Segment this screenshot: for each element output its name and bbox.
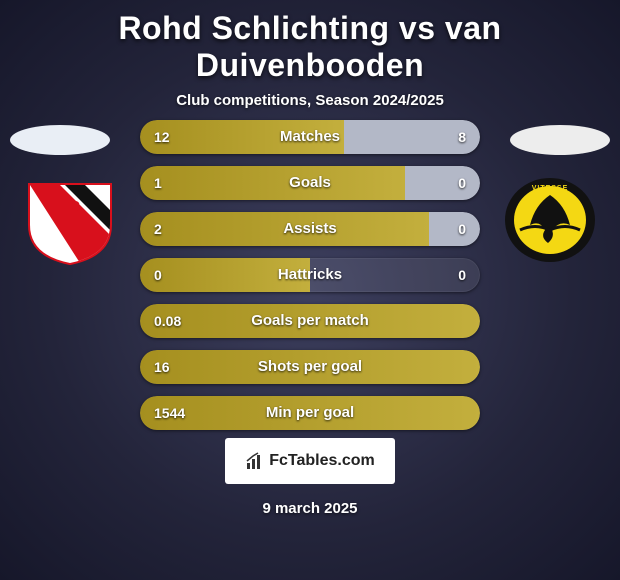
- stat-label: Matches: [140, 120, 480, 154]
- stat-row: 16Shots per goal: [140, 350, 480, 384]
- stat-row: 1544Min per goal: [140, 396, 480, 430]
- club1-crest: FC: [20, 175, 120, 265]
- stat-label: Goals per match: [140, 304, 480, 338]
- stat-label: Hattricks: [140, 258, 480, 292]
- comparison-infographic: Rohd Schlichting vs van Duivenbooden Clu…: [0, 0, 620, 580]
- stat-label: Assists: [140, 212, 480, 246]
- player1-ellipse: [10, 125, 110, 155]
- stat-row: 00Hattricks: [140, 258, 480, 292]
- chart-icon: [245, 451, 265, 471]
- stat-label: Goals: [140, 166, 480, 200]
- club2-crest: VITESSE: [500, 175, 600, 265]
- stat-label: Shots per goal: [140, 350, 480, 384]
- page-title: Rohd Schlichting vs van Duivenbooden: [0, 0, 620, 84]
- footer-brand-text: FcTables.com: [269, 452, 375, 470]
- stat-row: 10Goals: [140, 166, 480, 200]
- stat-row: 128Matches: [140, 120, 480, 154]
- footer-brand-badge: FcTables.com: [225, 438, 395, 484]
- footer-date: 9 march 2025: [0, 500, 620, 517]
- stat-label: Min per goal: [140, 396, 480, 430]
- svg-text:FC: FC: [60, 198, 80, 215]
- subtitle: Club competitions, Season 2024/2025: [0, 92, 620, 109]
- stat-row: 0.08Goals per match: [140, 304, 480, 338]
- player2-ellipse: [510, 125, 610, 155]
- stats-bars: 128Matches 10Goals 20Assists 00Hattricks 0.0…: [140, 120, 480, 442]
- svg-text:VITESSE: VITESSE: [532, 185, 569, 192]
- stat-row: 20Assists: [140, 212, 480, 246]
